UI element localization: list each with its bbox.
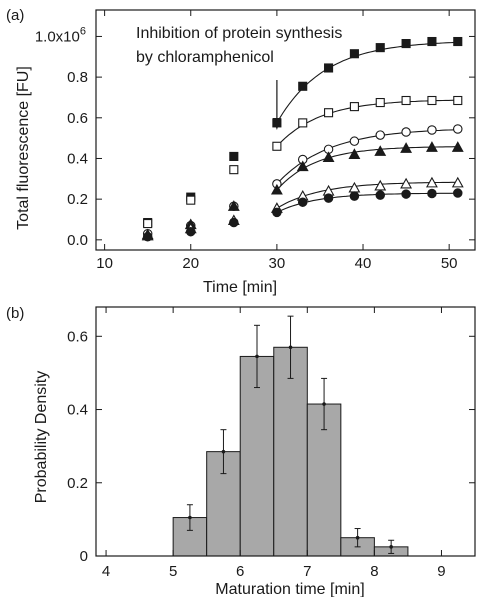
data-point-square-filled bbox=[298, 81, 308, 91]
panel-b-axes: 4 5 6 7 8 9 0 0.2 0.4 0.6 bbox=[67, 306, 476, 580]
data-point-triangle-filled bbox=[322, 151, 335, 163]
data-point-circle-filled bbox=[375, 190, 385, 200]
bar-center-point bbox=[221, 449, 226, 454]
panel-a-x-axis-title: Time [min] bbox=[203, 279, 277, 296]
data-point-triangle-open bbox=[400, 177, 413, 189]
panel-a-plot-area bbox=[141, 36, 464, 242]
data-point-square-open bbox=[298, 118, 308, 128]
data-point-circle-open bbox=[349, 136, 360, 146]
data-point-square-filled bbox=[427, 36, 437, 47]
x-tick-label: 50 bbox=[441, 255, 458, 272]
x-tick-label: 20 bbox=[182, 255, 199, 272]
bar-center-point bbox=[389, 545, 393, 549]
data-point-square-open bbox=[349, 102, 359, 112]
y-tick-label: 0.0 bbox=[67, 232, 88, 249]
annotation-line-1: Inhibition of protein synthesis bbox=[136, 25, 342, 42]
y-tick-label: 0 bbox=[80, 548, 88, 565]
data-point-square-filled bbox=[229, 151, 239, 161]
data-point-square-filled bbox=[375, 43, 385, 53]
panel-b-frame bbox=[95, 306, 476, 557]
y-tick-label-top: 1.0x106 bbox=[35, 25, 86, 45]
data-point-circle-filled bbox=[297, 197, 308, 207]
arrow-head bbox=[272, 118, 281, 130]
bar-center-point bbox=[322, 402, 326, 406]
data-point-triangle-filled bbox=[400, 142, 413, 153]
bar-center-point bbox=[255, 354, 259, 359]
data-point-triangle-filled bbox=[451, 141, 464, 152]
panel-b-y-axis-title: Probability Density bbox=[33, 371, 50, 504]
fit-curve bbox=[276, 146, 458, 191]
panel-a-y-axis-title: Total fluorescence [FU] bbox=[15, 66, 32, 230]
data-point-circle-open bbox=[453, 124, 463, 134]
data-point-square-open bbox=[427, 95, 437, 106]
data-point-square-open bbox=[401, 95, 411, 106]
data-point-square-filled bbox=[324, 63, 334, 73]
data-point-triangle-open bbox=[348, 181, 361, 193]
x-tick-label: 30 bbox=[269, 255, 286, 272]
data-point-square-open bbox=[229, 165, 239, 175]
data-point-square-filled bbox=[453, 36, 463, 47]
annotation-arrow bbox=[272, 80, 281, 130]
data-point-circle-open bbox=[375, 130, 385, 140]
panel-a: (a) 10 20 30 40 50 0.0 0.2 0.4 0.6 0.8 1.0x106 Tim… bbox=[6, 7, 476, 296]
data-point-triangle-filled bbox=[348, 148, 361, 159]
y-tick-label: 0.6 bbox=[67, 328, 88, 345]
fit-curve bbox=[276, 181, 458, 209]
data-point-circle-filled bbox=[349, 191, 360, 201]
panel-b-plot-area bbox=[172, 315, 409, 557]
data-point-triangle-open bbox=[425, 176, 438, 188]
data-point-circle-filled bbox=[427, 188, 437, 199]
x-tick-label: 6 bbox=[236, 563, 244, 580]
data-point-circle-open bbox=[401, 127, 411, 137]
panel-b: (b) 4 5 6 7 8 9 0 0.2 0.4 0.6 Maturation time [mi… bbox=[6, 305, 476, 597]
data-point-circle-filled bbox=[401, 189, 411, 199]
data-point-circle-filled bbox=[142, 232, 153, 242]
panel-b-label: (b) bbox=[6, 305, 24, 322]
x-tick-label: 9 bbox=[437, 563, 445, 580]
data-point-circle-open bbox=[427, 125, 437, 135]
data-point-square-open bbox=[375, 97, 385, 108]
x-tick-label: 8 bbox=[370, 563, 378, 580]
data-point-triangle-open bbox=[374, 179, 387, 191]
x-tick-label: 40 bbox=[355, 255, 372, 272]
data-point-circle-filled bbox=[453, 188, 463, 198]
panel-a-axes: 10 20 30 40 50 0.0 0.2 0.4 0.6 0.8 1.0x106 bbox=[35, 9, 476, 272]
y-tick-label: 0.4 bbox=[67, 402, 88, 419]
data-point-circle-filled bbox=[186, 226, 196, 237]
data-point-square-filled bbox=[401, 39, 411, 49]
panel-a-label: (a) bbox=[6, 7, 24, 24]
bar-center-point bbox=[355, 535, 360, 540]
data-point-triangle-filled bbox=[296, 160, 309, 172]
data-point-triangle-open bbox=[451, 176, 464, 188]
data-point-circle-filled bbox=[323, 193, 334, 203]
data-point-square-filled bbox=[349, 49, 359, 59]
data-point-triangle-filled bbox=[270, 183, 283, 195]
histogram-bar bbox=[239, 355, 275, 557]
y-tick-label: 0.6 bbox=[67, 110, 88, 127]
y-tick-label: 0.8 bbox=[67, 69, 88, 86]
data-point-square-open bbox=[186, 195, 196, 205]
bar-center-point bbox=[188, 515, 192, 520]
x-tick-label: 10 bbox=[96, 255, 113, 272]
annotation-line-2: by chloramphenicol bbox=[136, 49, 274, 66]
data-point-square-open bbox=[272, 141, 282, 151]
panel-a-frame bbox=[95, 9, 476, 251]
data-point-triangle-filled bbox=[227, 200, 240, 211]
bar-center-point bbox=[288, 345, 293, 350]
data-point-square-open bbox=[143, 219, 153, 229]
panel-b-x-axis-title: Maturation time [min] bbox=[215, 581, 364, 597]
y-tick-label: 0.2 bbox=[67, 191, 88, 208]
y-tick-label: 0.4 bbox=[67, 150, 88, 167]
data-point-square-open bbox=[324, 108, 334, 118]
data-point-circle-filled bbox=[272, 207, 282, 218]
data-point-triangle-filled bbox=[374, 145, 387, 156]
x-tick-label: 5 bbox=[169, 563, 177, 580]
x-tick-label: 4 bbox=[102, 563, 110, 580]
data-point-circle-filled bbox=[229, 217, 239, 228]
data-point-triangle-filled bbox=[425, 141, 438, 152]
x-tick-label: 7 bbox=[303, 563, 311, 580]
data-point-square-open bbox=[453, 95, 463, 106]
y-tick-label: 0.2 bbox=[67, 475, 88, 492]
